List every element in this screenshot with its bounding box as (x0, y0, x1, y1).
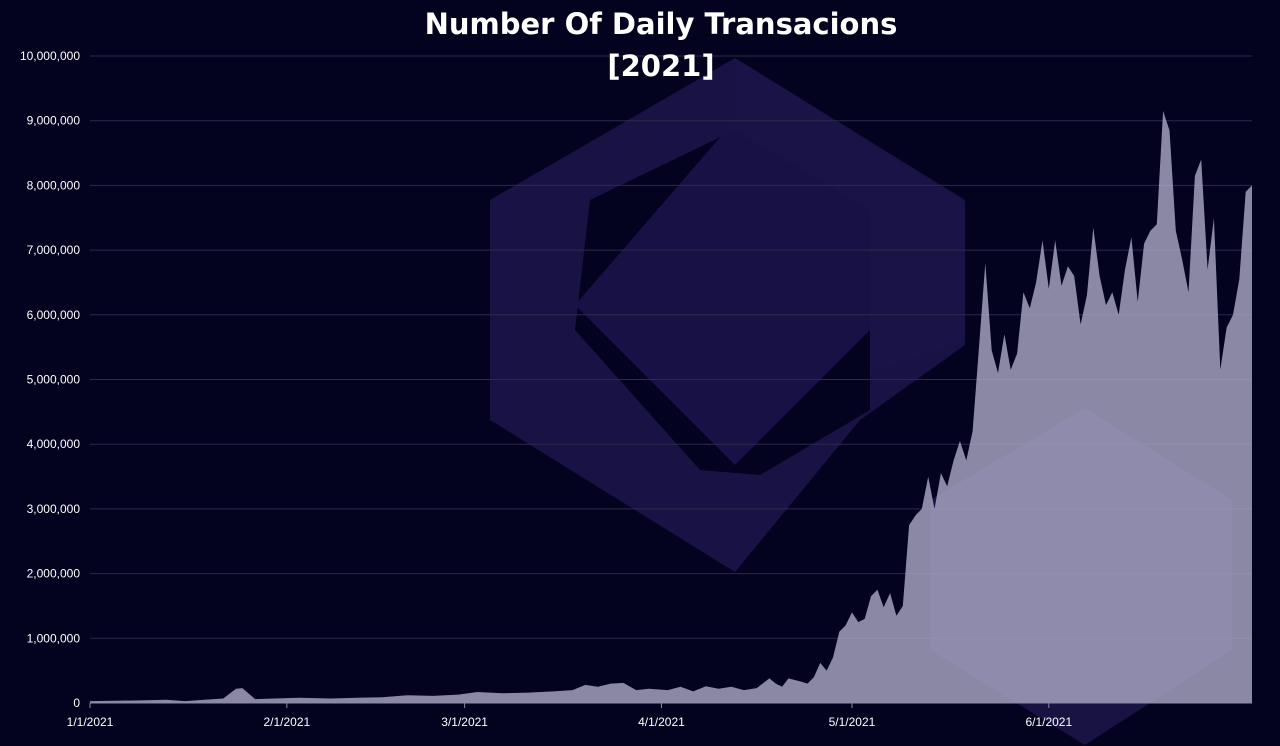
y-tick-label: 3,000,000 (27, 502, 81, 516)
x-tick-label: 3/1/2021 (441, 715, 488, 729)
series-area (90, 111, 1252, 703)
y-tick-label: 0 (73, 696, 80, 710)
y-axis: 0 1,000,000 2,000,000 3,000,000 4,000,000 5,0… (20, 49, 80, 710)
y-tick-label: 8,000,000 (27, 178, 81, 192)
x-tick-label: 1/1/2021 (67, 715, 114, 729)
x-tick-label: 5/1/2021 (829, 715, 876, 729)
y-tick-label: 7,000,000 (27, 243, 81, 257)
chart-subtitle: [2021] (607, 49, 714, 83)
x-tick-label: 2/1/2021 (263, 715, 310, 729)
x-tick-label: 6/1/2021 (1025, 715, 1072, 729)
chart-title: Number Of Daily Transacions (425, 7, 898, 41)
series-layer (90, 111, 1252, 703)
y-tick-label: 9,000,000 (27, 114, 81, 128)
y-tick-label: 6,000,000 (27, 308, 81, 322)
y-tick-label: 4,000,000 (27, 437, 81, 451)
y-tick-label: 5,000,000 (27, 373, 81, 387)
y-tick-label: 2,000,000 (27, 567, 81, 581)
x-tick-label: 4/1/2021 (638, 715, 685, 729)
y-tick-label: 1,000,000 (27, 631, 81, 645)
y-tick-label: 10,000,000 (20, 49, 80, 63)
x-axis: 1/1/2021 2/1/2021 3/1/2021 4/1/2021 5/1/2021… (67, 703, 1072, 729)
